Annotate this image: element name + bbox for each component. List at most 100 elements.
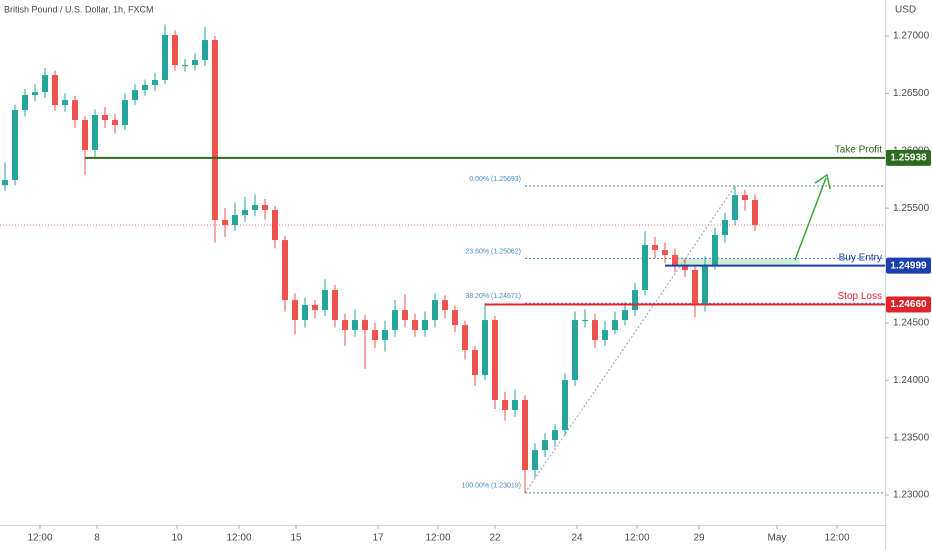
candle-body xyxy=(482,320,488,376)
candle-body xyxy=(332,289,338,321)
x-tick-label: 22 xyxy=(489,533,501,544)
candle-body xyxy=(372,330,378,341)
candle-body xyxy=(632,289,638,311)
candle-body xyxy=(742,195,748,201)
candle-body xyxy=(422,320,428,331)
candle-body xyxy=(392,310,398,331)
candle-body xyxy=(752,200,758,226)
x-tick-label: 15 xyxy=(290,533,302,544)
candle-body xyxy=(232,215,238,226)
candle-body xyxy=(432,300,438,321)
fib-trend-line xyxy=(524,185,736,494)
axis-unit: USD xyxy=(895,5,916,16)
x-tick-label: May xyxy=(768,533,787,544)
candle-body xyxy=(562,380,568,431)
candle-body xyxy=(672,254,678,266)
candle-body xyxy=(162,35,168,80)
candle-body xyxy=(192,60,198,66)
candle-body xyxy=(12,110,18,181)
candle-body xyxy=(42,75,48,93)
candle-body xyxy=(82,120,88,150)
candle-body xyxy=(452,310,458,326)
fib-label: 38.20% (1.24671) xyxy=(465,293,521,300)
x-tick-label: 12:00 xyxy=(27,533,52,544)
x-tick-label: 29 xyxy=(693,533,705,544)
candle-body xyxy=(62,100,68,105)
x-tick-label: 12:00 xyxy=(425,533,450,544)
candle-body xyxy=(502,400,508,411)
candle-body xyxy=(692,270,698,306)
arrow-shaft xyxy=(794,177,827,261)
candle-body xyxy=(182,65,188,67)
x-tick-label: 10 xyxy=(171,533,183,544)
candle-body xyxy=(582,320,588,322)
candle-body xyxy=(682,265,688,271)
candle-body xyxy=(72,100,78,121)
candle-body xyxy=(542,440,548,451)
fib-label: 100.00% (1.23019) xyxy=(461,483,521,490)
candle-body xyxy=(602,330,608,341)
projection-arrow xyxy=(794,173,831,261)
candle-body xyxy=(642,245,648,290)
candle-body xyxy=(32,92,38,96)
candle-body xyxy=(622,310,628,321)
candle-body xyxy=(262,205,268,210)
x-tick-label: 17 xyxy=(372,533,384,544)
candle-body xyxy=(712,235,718,266)
candle-body xyxy=(122,100,128,126)
fib-label: 23.60% (1.25062) xyxy=(465,248,521,255)
fib-label: 0.00% (1.25693) xyxy=(469,176,521,183)
y-tick-label: 1.23000 xyxy=(893,490,930,501)
candle-body xyxy=(102,114,108,121)
candle-body xyxy=(462,325,468,350)
y-tick-label: 1.24000 xyxy=(893,375,930,386)
candle-body xyxy=(282,240,288,301)
candle-body xyxy=(572,320,578,381)
candle-body xyxy=(92,114,98,150)
candle-body xyxy=(442,300,448,311)
y-tick-label: 1.23500 xyxy=(893,432,930,443)
arrow-head xyxy=(814,173,831,190)
candle-body xyxy=(402,310,408,321)
candle-body xyxy=(302,305,308,321)
trade-level-label: Take Profit xyxy=(835,145,882,156)
chart-title: British Pound / U.S. Dollar, 1h, FXCM xyxy=(4,4,154,14)
candle-body xyxy=(732,195,738,220)
y-tick-label: 1.27000 xyxy=(893,31,930,42)
candle-body xyxy=(292,300,298,321)
x-tick-label: 24 xyxy=(571,533,583,544)
candle-body xyxy=(522,400,528,471)
price-tag-label: 1.24999 xyxy=(890,260,927,271)
price-tag xyxy=(886,257,931,274)
y-tick-label: 1.25500 xyxy=(893,203,930,214)
candle-body xyxy=(52,75,58,105)
candle-body xyxy=(472,350,478,376)
candle-body xyxy=(382,330,388,341)
candle-body xyxy=(412,320,418,331)
candle-body xyxy=(242,210,248,216)
candle-body xyxy=(22,95,28,111)
price-tag-label: 1.24660 xyxy=(890,299,927,310)
x-tick-label: 12:00 xyxy=(624,533,649,544)
x-tick-label: 12:00 xyxy=(824,533,849,544)
candle-body xyxy=(702,265,708,306)
candle-body xyxy=(312,305,318,311)
candle-body xyxy=(252,205,258,210)
candle-body xyxy=(342,320,348,331)
candle-body xyxy=(532,450,538,471)
candle-body xyxy=(612,320,618,331)
y-tick-label: 1.24500 xyxy=(893,318,930,329)
trade-level-label: Buy Entry xyxy=(839,252,882,263)
x-tick-label: 8 xyxy=(94,533,100,544)
candle-body xyxy=(322,289,328,311)
price-tag xyxy=(886,149,931,166)
candle-body xyxy=(2,180,8,186)
entry-zone xyxy=(675,258,800,266)
candle-body xyxy=(592,320,598,341)
candle-body xyxy=(112,120,118,126)
candle-body xyxy=(552,430,558,441)
candle-body xyxy=(172,35,178,66)
